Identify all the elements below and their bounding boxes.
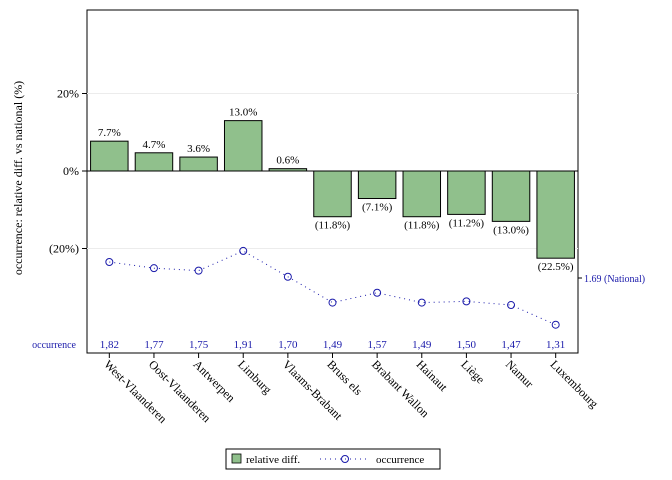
bar xyxy=(491,170,531,222)
bar-series xyxy=(90,120,575,259)
legend-line-marker xyxy=(341,455,349,463)
gridlines xyxy=(87,93,578,249)
occurrence-row-label: occurrence xyxy=(32,340,76,351)
bar xyxy=(536,170,575,259)
bar xyxy=(223,120,263,172)
occurrence-value-label: 1,70 xyxy=(278,339,298,351)
y-tick-label: 0% xyxy=(63,164,79,178)
bar xyxy=(179,156,218,172)
bar xyxy=(402,170,442,218)
legend: relative diff. occurrence xyxy=(225,448,441,470)
y-axis-title: occurrence: relative diff. vs national (… xyxy=(11,81,25,275)
national-reference-label: 1.69 (National) xyxy=(584,274,645,285)
occurrence-value-label: 1,91 xyxy=(234,339,253,351)
occurrence-value-label: 1,47 xyxy=(501,339,521,351)
occurrence-value-label: 1,82 xyxy=(100,339,119,351)
occurrence-point xyxy=(328,298,337,307)
occurrence-point xyxy=(462,297,471,306)
bar-value-label: (11.2%) xyxy=(449,217,485,229)
occurrence-value-label: 1,75 xyxy=(189,339,209,351)
occurrence-value-label: 1,57 xyxy=(368,339,388,351)
bar-value-label: 0.6% xyxy=(276,155,299,167)
occurrence-point xyxy=(507,301,516,310)
bar xyxy=(313,170,352,218)
bar-value-label: 4.7% xyxy=(142,139,165,151)
legend-bar-label: relative diff. xyxy=(246,454,300,466)
occurrence-value-label: 1,77 xyxy=(144,339,164,351)
y-tick-label: (20%) xyxy=(49,242,79,256)
bar-value-label: (11.8%) xyxy=(404,220,440,232)
x-tick-label: Antwerpen xyxy=(190,357,238,405)
bar-value-label: (11.8%) xyxy=(315,220,351,232)
occurrence-value-label: 1,49 xyxy=(412,339,432,351)
bar-value-label: 13.0% xyxy=(229,107,257,119)
occurrence-series xyxy=(105,246,582,329)
y-axis: 20% 0% (20%) xyxy=(49,87,87,256)
occurrence-point xyxy=(373,288,382,297)
x-tick-label: Hainaut xyxy=(414,357,451,394)
occurrence-point xyxy=(417,298,426,307)
x-tick-label: Bruss els xyxy=(324,357,365,398)
x-tick-label: Limburg xyxy=(235,357,274,396)
bar xyxy=(90,140,129,172)
bar-value-label: 7.7% xyxy=(98,127,121,139)
bar-data-labels: 7.7% 4.7% 3.6% 13.0% 0.6% (11.8%) (7.1%) (11.8%… xyxy=(98,107,574,274)
legend-line-label: occurrence xyxy=(376,454,424,466)
occurrence-value-label: 1,50 xyxy=(457,339,477,351)
occurrence-point xyxy=(194,266,203,275)
y-tick-label: 20% xyxy=(57,87,79,101)
bar-value-label: (13.0%) xyxy=(493,224,529,236)
legend-bar-swatch xyxy=(231,453,242,464)
occurrence-value-label: 1,31 xyxy=(546,339,565,351)
legend-box xyxy=(225,448,441,470)
bar xyxy=(447,170,486,215)
occurrence-point xyxy=(551,320,560,329)
bar xyxy=(357,170,397,200)
occurrence-point xyxy=(283,272,292,281)
x-tick-label: Luxembourg xyxy=(548,357,602,411)
occurrence-value-label: 1,49 xyxy=(323,339,343,351)
bar xyxy=(134,152,174,172)
x-tick-label: Liège xyxy=(458,357,487,386)
occurrence-point xyxy=(239,246,248,255)
bar-value-label: (22.5%) xyxy=(538,261,574,273)
bar-value-label: 3.6% xyxy=(187,143,210,155)
bar-value-label: (7.1%) xyxy=(362,202,393,214)
occurrence-point xyxy=(149,264,158,273)
occurrence-point xyxy=(105,258,114,266)
x-axis: West-VlaanderenOost-VlaanderenAntwerpenL… xyxy=(101,353,601,426)
x-tick-label: Namur xyxy=(503,357,536,390)
occurrence-data-labels: 1,82 1,77 1,75 1,91 1,70 1,49 1,57 1,49 1,50 1,47… xyxy=(100,339,566,351)
